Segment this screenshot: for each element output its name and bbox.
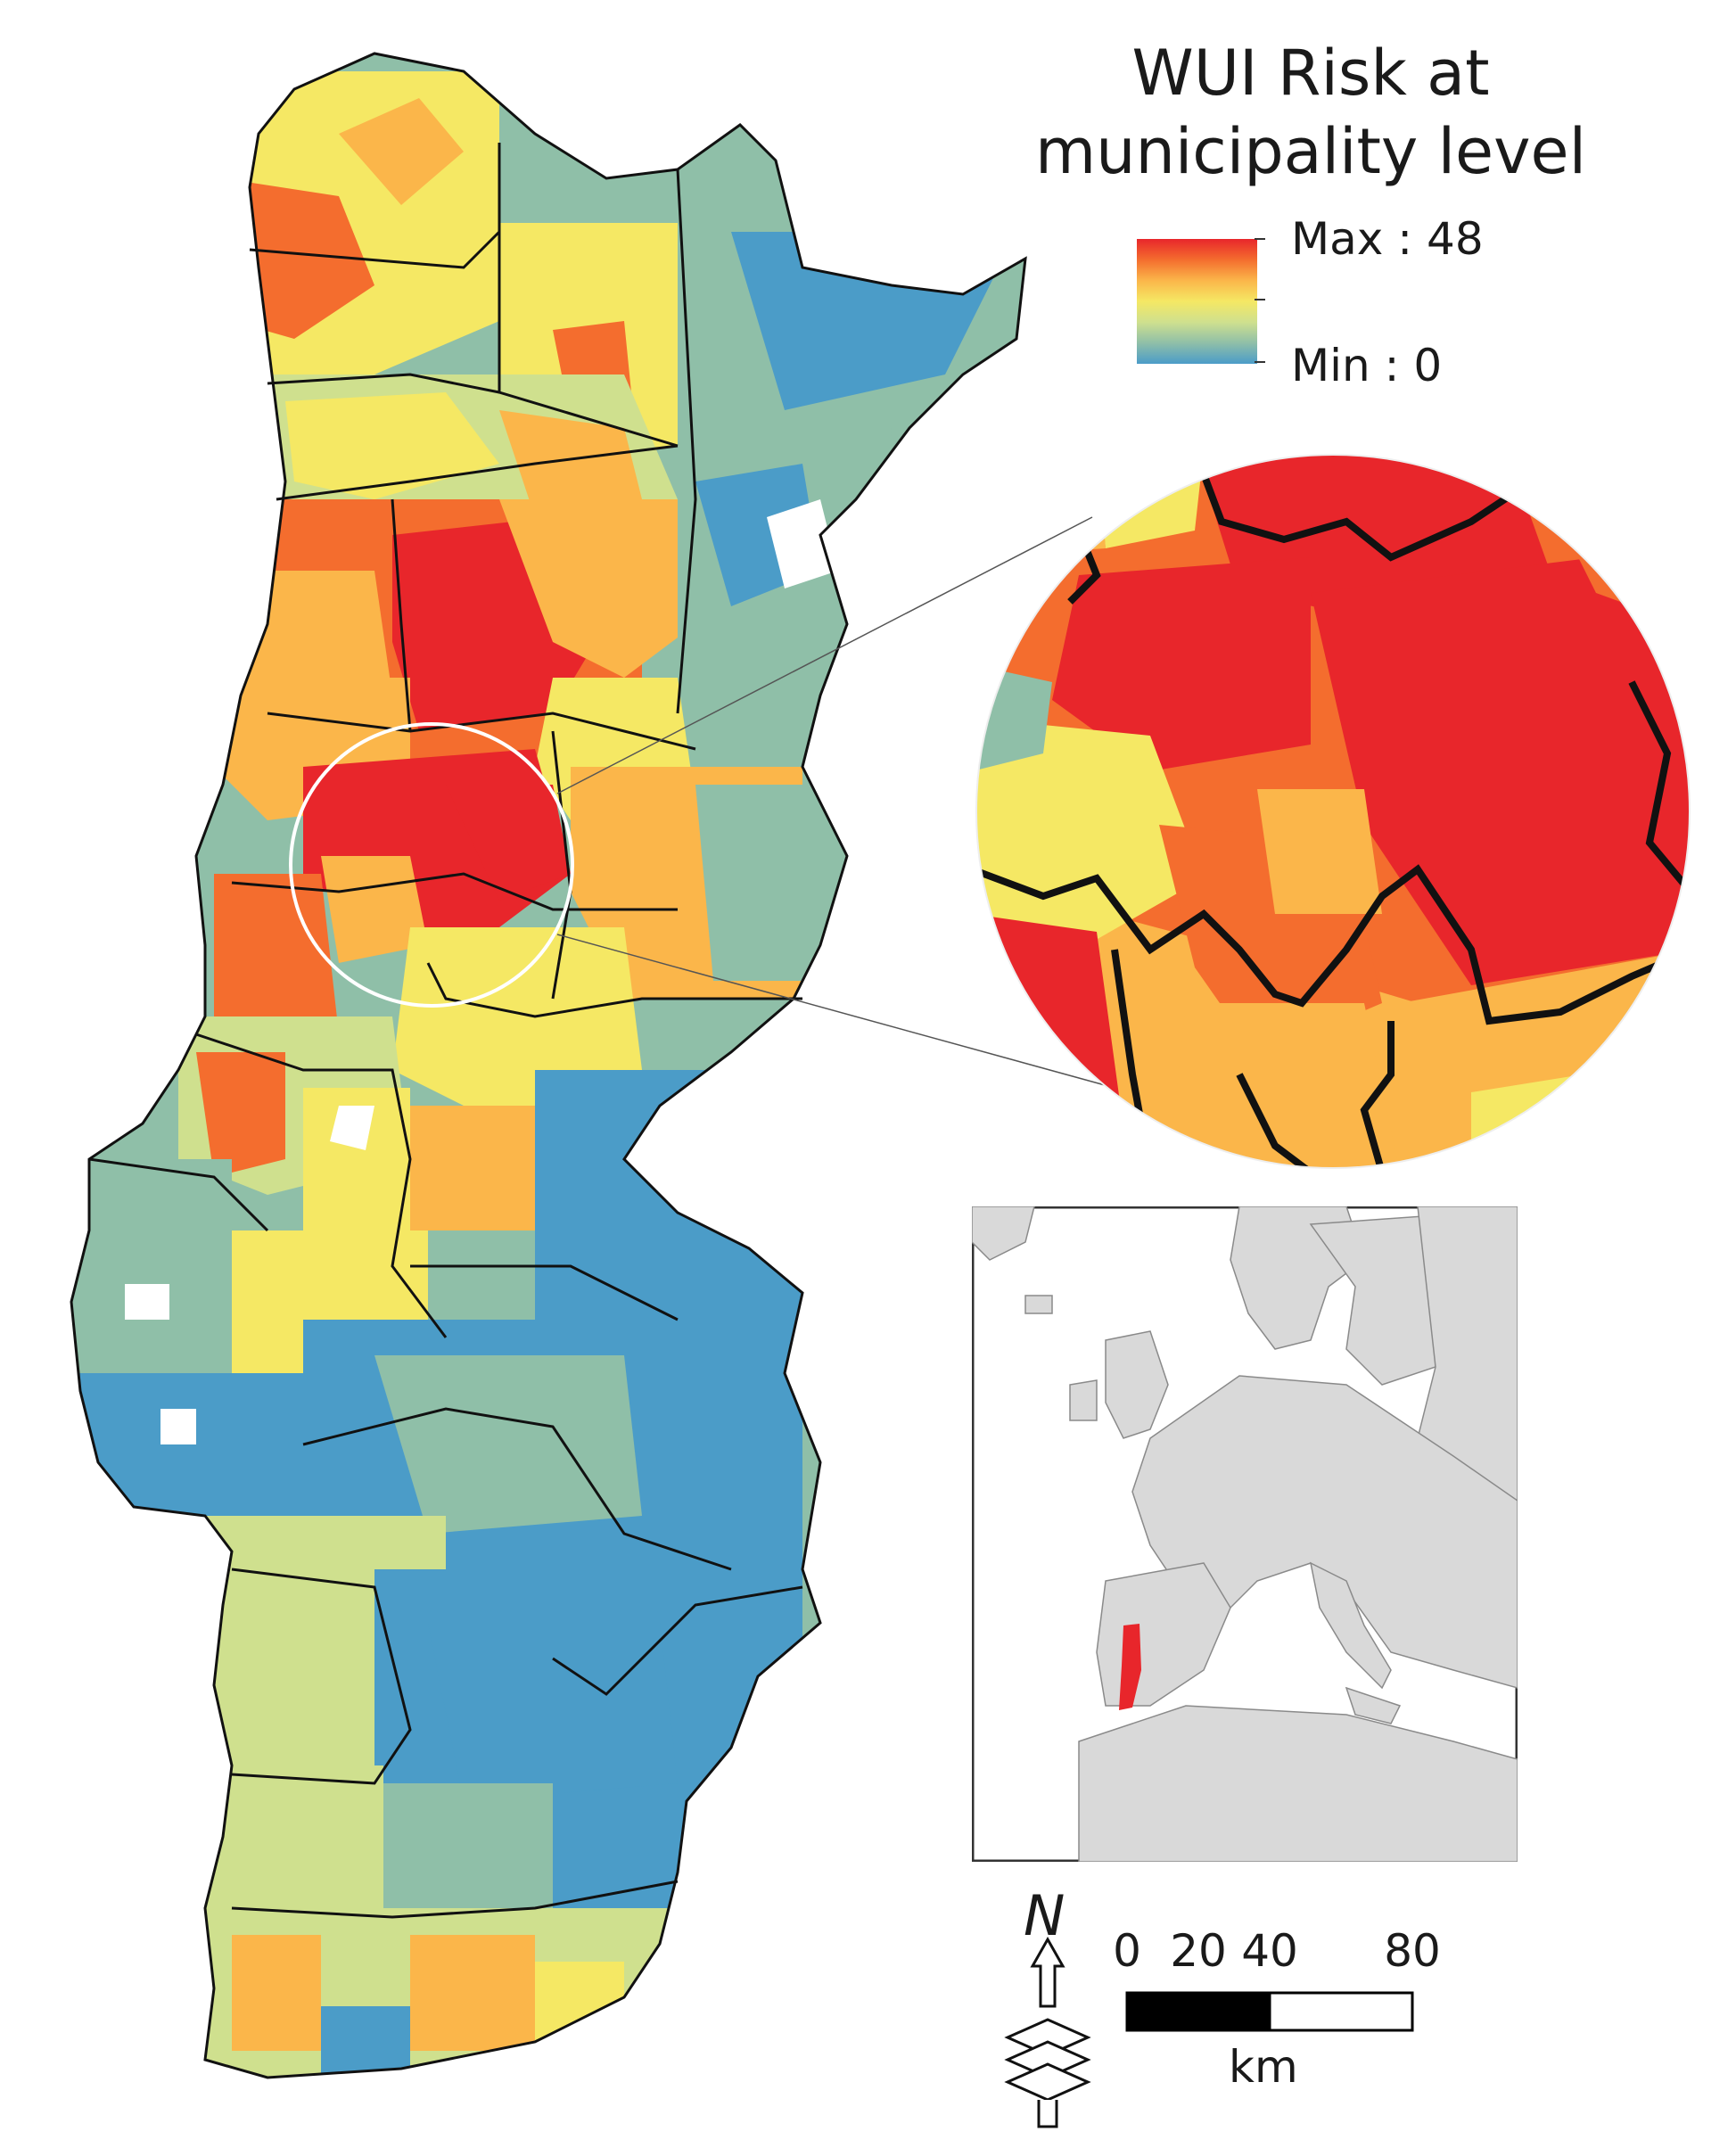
legend-ticks [1255,238,1265,363]
legend-title: WUI Risk at municipality level [1025,34,1596,191]
portugal-highlight [1119,1624,1141,1710]
scale-bar [1125,1991,1414,2032]
zoom-inset-circle [975,454,1691,1169]
north-arrow-letter: N [1024,1883,1065,1948]
scale-tick-80: 80 [1384,1925,1441,1977]
scale-tick-40: 40 [1241,1925,1298,1977]
legend-title-line2: municipality level [1034,115,1587,188]
legend-max-label: Max : 48 [1291,213,1484,265]
layers-icon [1004,2018,1091,2102]
north-arrow-icon [1004,1936,1091,2128]
legend-title-line1: WUI Risk at [1131,37,1490,110]
legend-gradient [1137,239,1257,364]
scale-tick-0: 0 [1113,1925,1141,1977]
europe-locator-inset [972,1206,1518,1862]
scale-tick-20: 20 [1170,1925,1227,1977]
scale-bar-labels: 0 20 40 80 [1113,1925,1441,1979]
legend-min-label: Min : 0 [1291,340,1443,391]
scale-unit: km [1229,2041,1298,2093]
